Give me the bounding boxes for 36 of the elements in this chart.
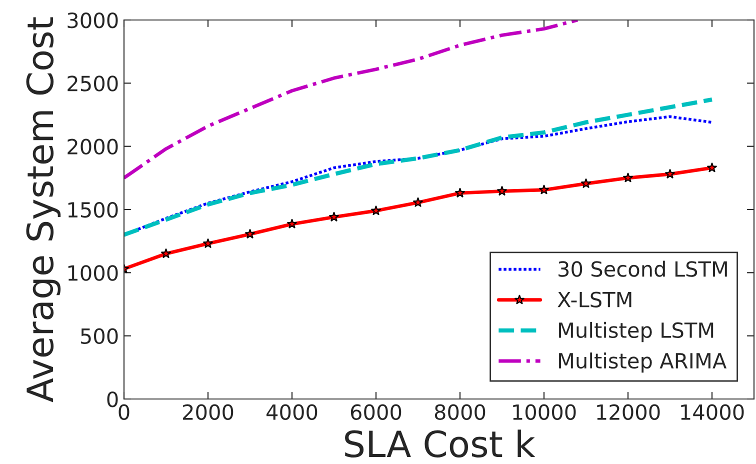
point [328, 212, 340, 222]
y-tick-label: 1000 [68, 265, 118, 281]
y-tick-label: 1500 [68, 202, 118, 218]
legend-label: Multistep LSTM [559, 322, 714, 342]
x-axis-title: SLA Cost k [345, 430, 536, 458]
y-axis-title: Average System Cost [26, 17, 61, 402]
x-tick-label: 8000 [434, 404, 486, 420]
legend-label: X-LSTM [558, 292, 632, 308]
legend-label: Multistep ARIMA [559, 352, 727, 373]
x-tick-label: 12000 [597, 404, 660, 420]
point [160, 248, 172, 258]
point [664, 168, 676, 179]
point [454, 188, 466, 198]
x-tick-label: 4000 [266, 404, 318, 420]
x-tick-label: 2000 [183, 404, 234, 420]
point [580, 178, 592, 188]
point [286, 218, 298, 229]
x-tick-label: 10000 [513, 404, 576, 420]
x-tick-label: 0 [118, 404, 130, 420]
point [622, 172, 634, 182]
point [202, 238, 214, 248]
point [412, 197, 424, 208]
x-tick-label: 6000 [350, 404, 402, 420]
point [496, 186, 508, 196]
y-tick-label: 0 [107, 391, 118, 408]
point [706, 162, 718, 172]
y-tick-label: 2500 [68, 76, 118, 92]
legend-label: 30 Second LSTM [558, 260, 727, 277]
line-series [124, 20, 580, 180]
point [244, 228, 256, 239]
y-tick-label: 3000 [68, 12, 118, 28]
x-tick-label: 14000 [681, 404, 744, 420]
y-tick-label: 2000 [68, 138, 118, 155]
point [370, 205, 382, 216]
point [538, 184, 550, 194]
y-tick-label: 500 [80, 328, 118, 344]
